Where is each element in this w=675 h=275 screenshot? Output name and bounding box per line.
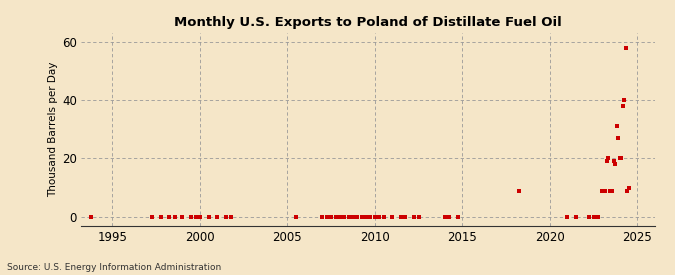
Point <box>619 98 630 102</box>
Point <box>622 188 632 193</box>
Point <box>203 214 214 219</box>
Title: Monthly U.S. Exports to Poland of Distillate Fuel Oil: Monthly U.S. Exports to Poland of Distil… <box>174 16 562 29</box>
Point <box>343 214 354 219</box>
Point <box>326 214 337 219</box>
Point <box>610 162 621 166</box>
Point <box>597 188 608 193</box>
Point <box>618 104 628 108</box>
Point <box>225 214 236 219</box>
Point <box>616 156 626 161</box>
Point <box>623 185 634 190</box>
Point <box>352 214 362 219</box>
Point <box>614 156 625 161</box>
Point <box>413 214 424 219</box>
Y-axis label: Thousand Barrels per Day: Thousand Barrels per Day <box>48 62 58 197</box>
Point <box>356 214 367 219</box>
Point <box>348 214 358 219</box>
Point <box>190 214 201 219</box>
Point <box>387 214 398 219</box>
Point <box>365 214 376 219</box>
Point <box>613 136 624 140</box>
Point <box>335 214 346 219</box>
Point <box>369 214 380 219</box>
Point <box>169 214 180 219</box>
Point <box>194 214 205 219</box>
Point <box>155 214 166 219</box>
Point <box>603 156 614 161</box>
Point <box>212 214 223 219</box>
Point <box>607 188 618 193</box>
Point <box>439 214 450 219</box>
Point <box>600 188 611 193</box>
Point <box>317 214 328 219</box>
Point <box>321 214 332 219</box>
Point <box>570 214 581 219</box>
Point <box>146 214 157 219</box>
Text: Source: U.S. Energy Information Administration: Source: U.S. Energy Information Administ… <box>7 263 221 272</box>
Point <box>562 214 572 219</box>
Point <box>360 214 371 219</box>
Point <box>609 159 620 164</box>
Point <box>177 214 188 219</box>
Point <box>374 214 385 219</box>
Point <box>396 214 406 219</box>
Point <box>584 214 595 219</box>
Point <box>601 159 612 164</box>
Point <box>221 214 232 219</box>
Point <box>604 188 615 193</box>
Point <box>291 214 302 219</box>
Point <box>620 45 631 50</box>
Point <box>339 214 350 219</box>
Point <box>330 214 341 219</box>
Point <box>612 124 622 128</box>
Point <box>400 214 411 219</box>
Point <box>378 214 389 219</box>
Point <box>588 214 599 219</box>
Point <box>514 188 524 193</box>
Point <box>444 214 455 219</box>
Point <box>605 188 616 193</box>
Point <box>164 214 175 219</box>
Point <box>409 214 420 219</box>
Point <box>598 188 609 193</box>
Point <box>593 214 603 219</box>
Point <box>452 214 463 219</box>
Point <box>186 214 196 219</box>
Point <box>85 214 96 219</box>
